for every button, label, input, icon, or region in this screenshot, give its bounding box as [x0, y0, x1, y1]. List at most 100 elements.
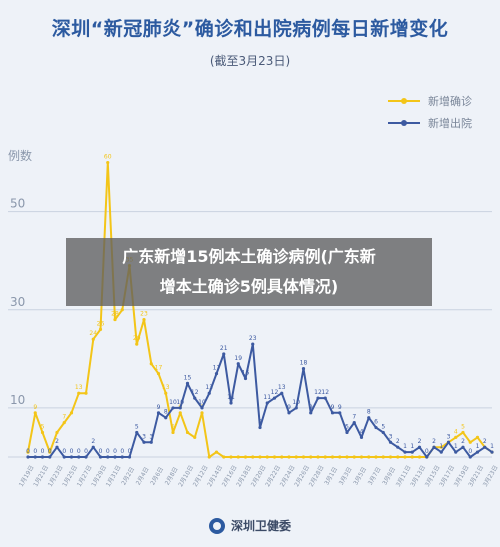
- data-label: 12: [271, 389, 279, 396]
- data-point: [461, 445, 465, 449]
- data-point: [185, 430, 190, 435]
- data-point: [417, 445, 422, 449]
- data-point: [156, 371, 161, 376]
- data-label: 28: [111, 311, 119, 318]
- data-point: [439, 445, 443, 449]
- data-point: [287, 411, 291, 415]
- data-label: 5: [461, 423, 465, 430]
- data-point: [294, 406, 298, 410]
- data-point: [381, 455, 385, 459]
- data-point: [48, 455, 52, 459]
- data-point: [243, 376, 248, 381]
- data-label: 7: [62, 414, 66, 421]
- data-point: [98, 327, 103, 331]
- data-label: 0: [99, 448, 103, 455]
- data-point: [345, 430, 349, 435]
- data-point: [207, 455, 211, 459]
- data-label: 13: [75, 384, 83, 391]
- data-label: 5: [345, 423, 349, 430]
- data-point: [352, 455, 356, 459]
- data-label: 9: [287, 404, 291, 411]
- data-point: [403, 455, 407, 459]
- data-point: [396, 455, 400, 459]
- data-point: [330, 455, 335, 459]
- data-point: [316, 455, 320, 459]
- data-label: 0: [113, 448, 117, 455]
- data-point: [40, 455, 45, 459]
- data-point: [338, 455, 342, 459]
- chart-title: 深圳“新冠肺炎”确诊和出院病例每日新增变化: [51, 18, 449, 40]
- data-point: [468, 440, 472, 444]
- data-point: [77, 391, 81, 395]
- data-label: 18: [300, 360, 308, 367]
- data-point: [26, 455, 30, 459]
- data-point: [200, 406, 204, 410]
- data-label: 3: [149, 433, 153, 440]
- data-label: 0: [62, 448, 66, 455]
- data-point: [265, 401, 269, 405]
- data-label: 9: [157, 404, 161, 411]
- data-label: 10: [169, 399, 177, 406]
- data-label: 5: [41, 423, 45, 430]
- legend-swatch-discharged: [388, 120, 420, 126]
- data-point: [403, 450, 407, 454]
- data-point: [214, 450, 219, 454]
- data-label: 12: [314, 389, 322, 396]
- data-point: [62, 421, 66, 425]
- news-headline-overlay[interactable]: 广东新增15例本土确诊病例(广东新 增本土确诊5例具体情况): [66, 238, 432, 306]
- data-label: 8: [164, 409, 168, 416]
- data-point: [156, 411, 161, 415]
- data-point: [69, 455, 74, 459]
- data-point: [359, 455, 364, 459]
- data-point: [84, 455, 88, 459]
- data-point: [207, 391, 211, 395]
- data-point: [359, 435, 364, 439]
- data-point: [287, 455, 291, 459]
- data-point: [33, 455, 37, 459]
- data-point: [345, 455, 349, 459]
- data-point: [236, 362, 240, 366]
- data-label: 6: [374, 419, 378, 426]
- data-point: [258, 455, 262, 459]
- data-label: 5: [381, 423, 385, 430]
- data-point: [490, 450, 494, 454]
- data-point: [236, 455, 240, 459]
- data-point: [33, 411, 37, 415]
- data-point: [272, 396, 277, 400]
- y-tick-label: 10: [10, 393, 25, 407]
- data-label: 2: [91, 438, 95, 445]
- legend-swatch-confirmed: [388, 98, 420, 104]
- data-point: [113, 455, 117, 459]
- data-point: [164, 391, 168, 395]
- data-point: [301, 367, 306, 371]
- headline-line-2: 增本土确诊5例具体情况): [159, 277, 339, 296]
- data-point: [193, 435, 197, 439]
- data-label: 5: [135, 423, 139, 430]
- data-point: [432, 445, 436, 449]
- data-point: [439, 450, 443, 454]
- y-axis-label: 例数: [8, 149, 33, 163]
- data-point: [135, 430, 139, 435]
- data-label: 2: [461, 438, 465, 445]
- data-label: 11: [227, 394, 235, 401]
- data-label: 2: [432, 438, 436, 445]
- data-label: 29: [133, 335, 141, 342]
- data-point: [301, 455, 306, 459]
- data-point: [243, 455, 248, 459]
- data-point: [396, 445, 400, 449]
- data-label: 12: [191, 389, 199, 396]
- data-label: 0: [26, 448, 30, 455]
- data-label: 6: [258, 419, 262, 426]
- data-point: [280, 455, 284, 459]
- data-label: 2: [483, 438, 487, 445]
- chart-legend: 新增确诊 新增出院: [388, 90, 472, 134]
- data-label: 1: [454, 443, 458, 450]
- data-point: [352, 421, 356, 425]
- data-point: [309, 411, 313, 415]
- data-point: [149, 362, 153, 366]
- data-label: 11: [263, 394, 271, 401]
- y-tick-label: 30: [10, 295, 25, 309]
- data-point: [258, 425, 262, 430]
- chart-subtitle: (截至3月23日): [209, 54, 291, 68]
- data-label: 2: [55, 438, 59, 445]
